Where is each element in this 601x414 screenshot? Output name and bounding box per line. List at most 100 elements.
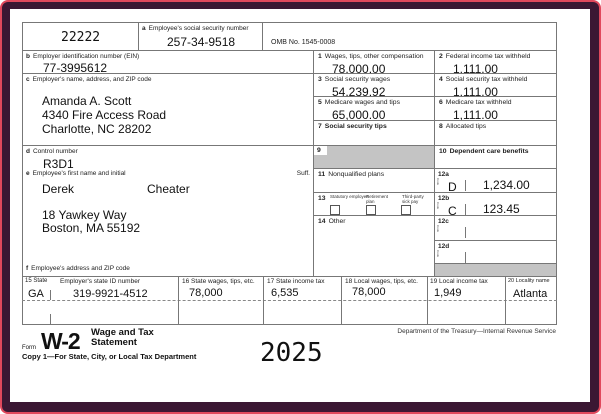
title-line1: Wage and Tax bbox=[91, 327, 154, 338]
control-cell: d Control number R3D1 bbox=[22, 145, 314, 171]
state-label: 15 State bbox=[25, 278, 48, 284]
employee-letter: e bbox=[26, 170, 30, 177]
box-number: 14 bbox=[318, 218, 326, 225]
divider bbox=[178, 276, 179, 325]
divider bbox=[465, 204, 466, 215]
omb-number: OMB No. 1545-0008 bbox=[271, 39, 336, 46]
box-number: 9 bbox=[317, 147, 321, 154]
dept-treasury: Department of the Treasury—Internal Reve… bbox=[397, 328, 556, 335]
state-value: GA bbox=[28, 288, 44, 300]
box-12c: 12c Code bbox=[434, 215, 557, 241]
locality-value: Atlanta bbox=[513, 288, 548, 300]
divider bbox=[341, 276, 342, 325]
box-number: 8 bbox=[439, 123, 443, 130]
box-5: 5 Medicare wages and tips 65,000.00 bbox=[313, 96, 435, 122]
statutory-checkbox[interactable] bbox=[330, 205, 340, 215]
box-label: Other bbox=[328, 218, 346, 225]
employer-cell: c Employer's name, address, and ZIP code … bbox=[22, 73, 314, 146]
box-6: 6 Medicare tax withheld 1,111.00 bbox=[434, 96, 557, 122]
state-wages-value: 78,000 bbox=[189, 287, 223, 299]
box12-number: 12b bbox=[438, 195, 450, 202]
box-8: 8 Allocated tips bbox=[434, 120, 557, 146]
box-4: 4 Social security tax withheld 1,111.00 bbox=[434, 73, 557, 99]
title-line2: Statement bbox=[91, 337, 137, 348]
divider bbox=[263, 276, 264, 325]
box-10: 10 Dependent care benefits bbox=[434, 145, 557, 169]
form-code: 22222 bbox=[61, 30, 101, 45]
local-wages-value: 78,000 bbox=[352, 286, 386, 298]
box-value: 78,000.00 bbox=[332, 62, 386, 76]
dashed-divider bbox=[22, 300, 557, 301]
box-label: Medicare wages and tips bbox=[324, 99, 400, 106]
control-value: R3D1 bbox=[43, 157, 74, 171]
box-label: Medicare tax withheld bbox=[445, 99, 512, 106]
local-tax-label: 19 Local income tax bbox=[430, 278, 488, 285]
ein-letter: b bbox=[26, 53, 30, 60]
box-label: Dependent care benefits bbox=[449, 148, 529, 155]
omb-cell: OMB No. 1545-0008 bbox=[262, 22, 557, 51]
tax-year: 2025 bbox=[260, 338, 323, 368]
employee-first-name: Derek bbox=[42, 182, 75, 196]
employee-street: 18 Yawkey Way bbox=[42, 208, 127, 222]
state-tax-label: 17 State income tax bbox=[267, 278, 325, 285]
ein-value: 77-3995612 bbox=[43, 61, 108, 75]
code-label: Code bbox=[436, 178, 440, 186]
box-value: 54,239.92 bbox=[332, 85, 386, 99]
sick-pay-checkbox[interactable] bbox=[401, 205, 411, 215]
ssn-cell: a Employee's social security number 257-3… bbox=[138, 22, 263, 51]
employee-first-label: Employee's first name and initial bbox=[32, 170, 126, 177]
employer-letter: c bbox=[26, 76, 30, 83]
divider bbox=[465, 252, 466, 263]
ssn-letter: a bbox=[142, 25, 146, 32]
state-id-label: Employer's state ID number bbox=[60, 278, 140, 285]
ein-label: Employer identification number (EIN) bbox=[32, 53, 140, 60]
divider bbox=[465, 227, 466, 238]
box12-code: D bbox=[448, 180, 457, 194]
box-number: 11 bbox=[318, 171, 326, 178]
employer-name: Amanda A. Scott bbox=[42, 94, 132, 108]
box12-amount: 1,234.00 bbox=[483, 178, 530, 192]
box-number: 10 bbox=[439, 148, 447, 155]
form-title: Wage and Tax Statement bbox=[91, 328, 154, 348]
box-number: 6 bbox=[439, 99, 443, 106]
ssn-value: 257-34-9518 bbox=[167, 35, 236, 49]
form-word: Form bbox=[22, 345, 36, 351]
box-number: 1 bbox=[318, 53, 322, 60]
suffix-label: Suff. bbox=[296, 170, 310, 177]
code-label: Code bbox=[436, 225, 440, 233]
box-number: 5 bbox=[318, 99, 322, 106]
form-code-cell: 22222 bbox=[22, 22, 139, 51]
box-number: 4 bbox=[439, 76, 443, 83]
employee-cell: e Employee's first name and initial Suff.… bbox=[22, 168, 314, 277]
box-number: 13 bbox=[318, 195, 326, 202]
box-number: 3 bbox=[318, 76, 322, 83]
box-12a: 12a Code D 1,234.00 bbox=[434, 168, 557, 194]
box-value: 1,111.00 bbox=[453, 62, 498, 76]
retirement-checkbox[interactable] bbox=[366, 205, 376, 215]
state-wages-label: 16 State wages, tips, etc. bbox=[182, 278, 255, 285]
employer-label: Employer's name, address, and ZIP code bbox=[32, 76, 152, 83]
box-value: 1,111.00 bbox=[453, 108, 498, 122]
employee-addr-label: Employee's address and ZIP code bbox=[31, 265, 130, 272]
employee-addr-letter: f bbox=[26, 265, 29, 272]
employee-last-name: Cheater bbox=[147, 182, 190, 196]
box-label: Social security tips bbox=[324, 123, 387, 130]
box12-code: C bbox=[448, 204, 457, 218]
box-label: Federal income tax withheld bbox=[445, 53, 531, 60]
statutory-label: Statutory employee bbox=[330, 194, 369, 199]
ein-cell: b Employer identification number (EIN) 77… bbox=[22, 50, 314, 75]
employer-city: Charlotte, NC 28202 bbox=[42, 122, 152, 136]
box12-number: 12c bbox=[438, 218, 449, 225]
box-label: Nonqualified plans bbox=[328, 171, 385, 178]
box-value: 65,000.00 bbox=[332, 108, 386, 122]
box-number: 2 bbox=[439, 53, 443, 60]
code-label: Code bbox=[436, 202, 440, 210]
box-11: 11 Nonqualified plans bbox=[313, 168, 435, 193]
divider bbox=[50, 314, 51, 325]
box-1: 1 Wages, tips, other compensation 78,000.0… bbox=[313, 50, 435, 76]
control-letter: d bbox=[26, 148, 30, 155]
form-name: W-2 bbox=[41, 328, 81, 354]
state-id-value: 319-9921-4512 bbox=[73, 288, 148, 300]
employee-city: Boston, MA 55192 bbox=[42, 221, 141, 235]
divider bbox=[50, 290, 51, 300]
